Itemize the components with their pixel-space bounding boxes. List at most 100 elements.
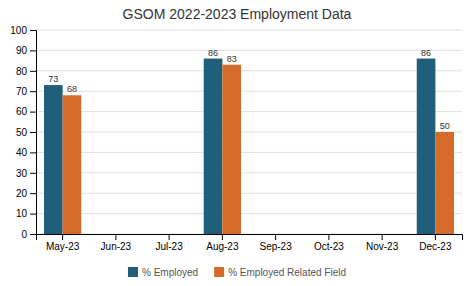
grid-line [36,132,462,133]
grid-line [36,213,462,214]
x-tick-mark [328,234,329,240]
grid-line [36,50,462,51]
plot-area: 0 10 20 30 40 50 60 70 80 90 100 May-23 Jun-23 Jul-23… [10,25,462,252]
y-tick: 30 [16,168,36,179]
x-axis-line [37,235,463,241]
bar-series [63,65,454,234]
bars [44,59,454,234]
grid-line [36,91,462,92]
bar [257,234,276,235]
y-tick-mark [30,112,36,113]
bar [310,234,329,235]
x-tick-mark [169,234,170,240]
x-tick-mark [435,234,436,240]
y-tick: 90 [16,45,36,56]
y-tick-label: 40 [16,147,28,158]
x-tick: Sep-23 [260,234,293,252]
legend-item: % Employed Related Field [214,267,346,278]
bar [276,234,295,235]
y-tick-label: 10 [16,208,28,219]
data-label: 50 [440,121,450,131]
y-tick: 70 [16,86,36,97]
y-tick-mark [30,152,36,153]
bar [204,59,223,234]
legend-label: % Employed [142,267,198,278]
bar [382,234,401,235]
bar [417,59,436,234]
y-tick-label: 0 [21,229,27,240]
x-tick: Nov-23 [366,234,399,252]
bar [222,65,241,234]
grid-line [36,172,462,173]
bar [169,234,188,235]
y-tick-mark [30,132,36,133]
y-tick-mark [30,173,36,174]
y-tick-mark [30,193,36,194]
x-tick-label: Jun-23 [101,241,132,252]
bar [435,132,454,234]
legend-item: % Employed [128,267,198,278]
bar [150,234,169,235]
y-tick: 80 [16,66,36,77]
bar-series [44,59,435,234]
bar [329,234,348,235]
bar [116,234,135,235]
y-tick-label: 90 [16,45,28,56]
y-tick-label: 100 [10,25,27,36]
x-tick: Aug-23 [206,234,239,252]
grid [36,30,462,234]
y-tick-mark [30,30,36,31]
grid-line [36,70,462,71]
legend-swatch [128,267,138,277]
grid-line [36,111,462,112]
y-tick: 20 [16,188,36,199]
y-tick-mark [30,71,36,72]
x-axis: May-23 Jun-23 Jul-23 Aug-23 Sep-23 Oct-23 Nov-… [37,234,463,252]
grid-line [36,152,462,153]
x-tick: Jun-23 [101,234,132,252]
y-tick-label: 60 [16,106,28,117]
y-tick-label: 30 [16,168,28,179]
bar [97,234,116,235]
bar [363,234,382,235]
x-tick: Oct-23 [314,234,344,252]
x-tick-mark [62,234,63,240]
y-tick-label: 50 [16,127,28,138]
y-tick: 10 [16,208,36,219]
y-axis: 0 10 20 30 40 50 60 70 80 90 100 [10,25,36,240]
x-tick: Dec-23 [419,234,452,252]
x-tick-label: May-23 [46,241,80,252]
y-tick: 50 [16,127,36,138]
x-tick-label: Dec-23 [419,241,452,252]
x-tick-label: Aug-23 [206,241,239,252]
x-tick-label: Oct-23 [314,241,344,252]
y-tick: 0 [21,229,36,240]
data-label: 86 [421,48,431,58]
grid-line [36,193,462,194]
data-label: 83 [227,54,237,64]
bar [63,95,82,234]
legend: % Employed % Employed Related Field [128,267,346,278]
y-tick-mark [30,214,36,215]
x-tick-label: Sep-23 [260,241,293,252]
x-tick-label: Nov-23 [366,241,399,252]
y-tick: 60 [16,106,36,117]
data-label: 68 [67,84,77,94]
x-tick-mark [115,234,116,240]
x-tick-label: Jul-23 [156,241,184,252]
grid-line [36,30,462,31]
x-tick: May-23 [46,234,80,252]
y-tick: 100 [10,25,36,36]
y-tick-mark [30,234,36,235]
y-tick: 40 [16,147,36,158]
data-label: 86 [208,48,218,58]
x-tick-mark [382,234,383,240]
chart: 0 10 20 30 40 50 60 70 80 90 100 May-23 Jun-23 Jul-23… [0,0,474,286]
x-tick-mark [275,234,276,240]
y-tick-label: 80 [16,66,28,77]
y-tick-label: 70 [16,86,28,97]
x-tick-mark [222,234,223,240]
x-tick: Jul-23 [156,234,184,252]
data-label: 73 [48,74,58,84]
y-axis-line [30,31,37,235]
